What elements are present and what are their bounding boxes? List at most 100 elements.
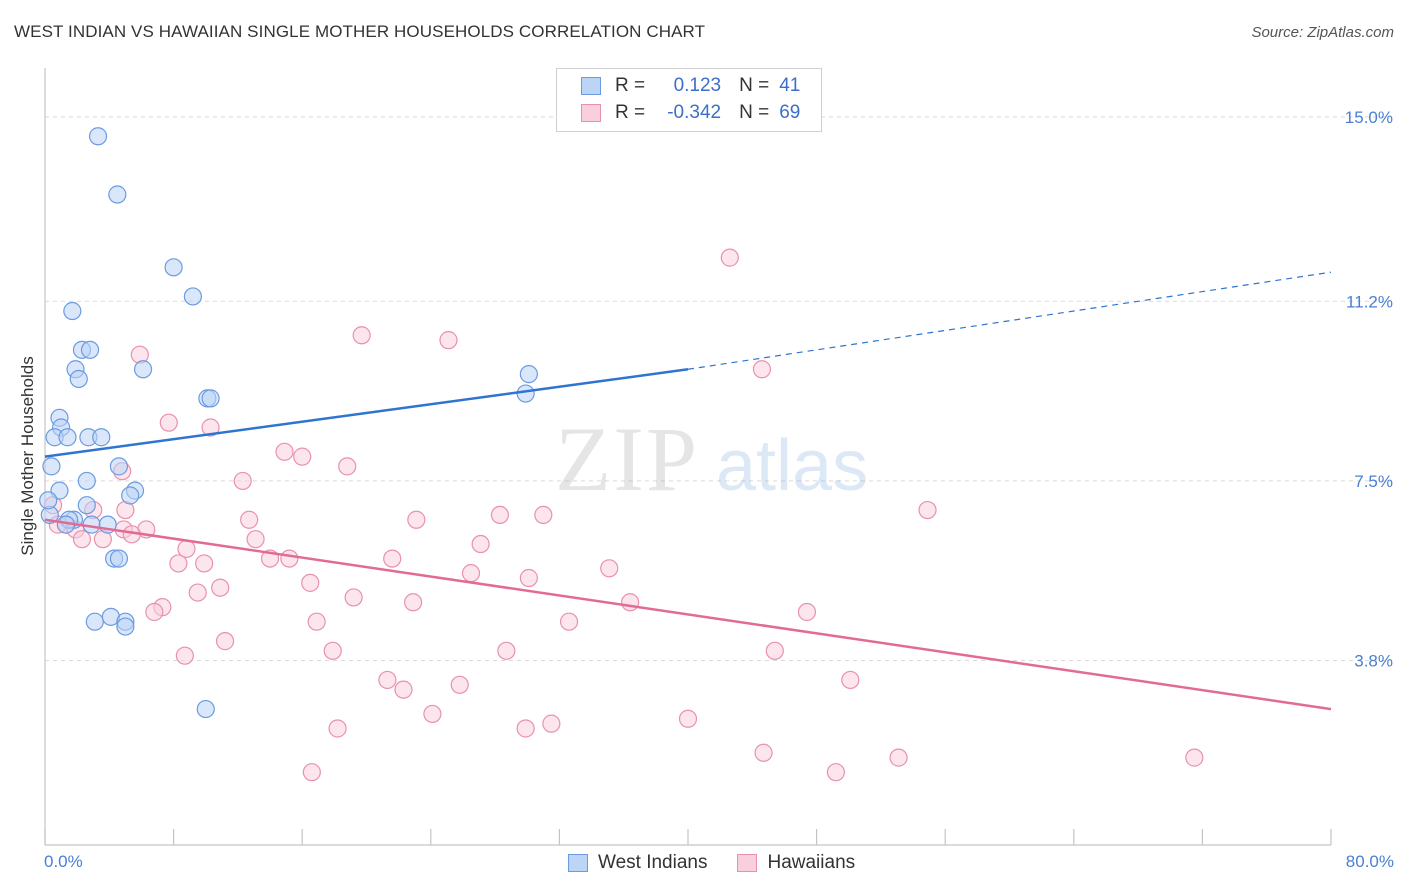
- west-indians-point: [85, 612, 104, 631]
- west-indians-trend-line: [44, 368, 689, 458]
- hawaiians-point: [378, 670, 397, 690]
- x-tick-min: 0.0%: [44, 852, 83, 871]
- hawaiians-point: [797, 602, 817, 622]
- y-tick-label: 3.8%: [1354, 652, 1393, 671]
- hawaiians-point: [328, 719, 347, 738]
- hawaiians-point: [307, 612, 326, 631]
- west-indians-point: [39, 491, 58, 510]
- hawaiians-point: [542, 714, 561, 733]
- y-tick-label: 11.2%: [1346, 292, 1393, 311]
- hawaiians-points: [43, 248, 1204, 782]
- hawaiians-point: [519, 568, 538, 588]
- hawaiians-point: [159, 413, 178, 432]
- y-tick-label: 7.5%: [1354, 472, 1393, 491]
- west-indians-point: [164, 258, 183, 277]
- legend-row-west-indians: R = 0.123 N = 41: [581, 74, 818, 98]
- hawaiians-point: [233, 471, 252, 491]
- west-indians-point: [109, 457, 129, 476]
- west-indians-point: [121, 486, 140, 505]
- hawaiians-point: [404, 593, 423, 612]
- hawaiians-point: [352, 326, 371, 345]
- hawaiians-point: [752, 360, 772, 379]
- hawaiians-point: [338, 457, 357, 476]
- hawaiians-point: [450, 675, 469, 694]
- hawaiians-point: [275, 442, 294, 461]
- legend-swatch-blue: [568, 854, 588, 872]
- series-legend: West Indians Hawaiians: [568, 852, 885, 874]
- hawaiians-point: [394, 680, 413, 699]
- chart-title: WEST INDIAN VS HAWAIIAN SINGLE MOTHER HO…: [14, 22, 706, 41]
- hawaiians-point: [169, 554, 188, 573]
- west-indians-point: [108, 185, 127, 204]
- west-indians-point: [519, 365, 538, 384]
- legend-n-label: N =: [739, 75, 770, 96]
- hawaiians-point: [754, 743, 773, 762]
- legend-n-value: 69: [779, 102, 801, 123]
- west-indians-point: [201, 389, 220, 408]
- grid-lines: [45, 116, 1391, 662]
- hawaiians-point: [889, 748, 908, 767]
- hawaiians-point: [302, 763, 321, 782]
- west-indians-point: [69, 369, 88, 389]
- hawaiians-point: [188, 583, 207, 602]
- hawaiians-point: [439, 331, 458, 350]
- west-indians-point: [88, 127, 108, 146]
- hawaiians-point: [145, 602, 164, 622]
- hawaiians-point: [240, 510, 259, 529]
- hawaiians-point: [195, 554, 214, 573]
- west-indians-trend-extension: [687, 271, 1332, 370]
- west-indians-points: [39, 127, 538, 719]
- legend-r-label: R =: [615, 75, 646, 96]
- hawaiians-point: [497, 641, 516, 660]
- hawaiians-point: [621, 593, 640, 612]
- hawaiians-point: [293, 447, 312, 466]
- hawaiians-point: [559, 612, 579, 631]
- hawaiians-point: [841, 670, 860, 690]
- legend-swatch-pink: [737, 854, 758, 872]
- hawaiians-point: [765, 641, 784, 660]
- west-indians-point: [58, 428, 77, 447]
- west-indians-point: [196, 699, 215, 719]
- hawaiians-point: [720, 248, 739, 267]
- west-indians-point: [77, 496, 96, 515]
- west-indians-point: [516, 384, 535, 403]
- legend-r-value: -0.342: [667, 102, 722, 123]
- west-indians-point: [116, 617, 135, 636]
- correlation-legend: R = 0.123 N = 41 R = -0.342 N = 69: [556, 68, 822, 132]
- hawaiians-point: [280, 549, 299, 568]
- hawaiians-point: [461, 564, 481, 583]
- svg-text:ZIP: ZIP: [555, 408, 699, 510]
- west-indians-point: [109, 549, 129, 568]
- hawaiians-point: [344, 588, 363, 607]
- hawaiians-point: [177, 539, 196, 558]
- hawaiians-point: [471, 534, 490, 554]
- hawaiians-point: [323, 641, 342, 660]
- hawaiians-point: [201, 418, 220, 437]
- west-indians-point: [80, 340, 100, 359]
- hawaiians-point: [826, 763, 845, 782]
- hawaiians-point: [516, 719, 535, 738]
- hawaiians-point: [1185, 748, 1204, 767]
- legend-n-label: N =: [739, 102, 770, 123]
- zipatlas-watermark: ZIP atlas: [555, 408, 868, 510]
- hawaiians-point: [301, 573, 320, 592]
- legend-n-value: 41: [779, 75, 801, 96]
- legend-item-hawaiians: Hawaiians: [737, 852, 855, 874]
- west-indians-point: [92, 428, 111, 447]
- hawaiians-point: [534, 505, 553, 524]
- hawaiians-point: [211, 578, 230, 597]
- west-indians-point: [42, 457, 61, 476]
- legend-item-west-indians: West Indians: [568, 852, 707, 874]
- legend-r-label: R =: [615, 102, 646, 123]
- west-indians-point: [63, 301, 82, 321]
- hawaiians-point: [423, 704, 442, 724]
- hawaiians-point: [407, 510, 426, 529]
- hawaiians-point: [215, 632, 235, 651]
- y-tick-label: 15.0%: [1345, 108, 1393, 127]
- hawaiians-point: [918, 500, 937, 520]
- west-indians-point: [133, 360, 153, 379]
- west-indians-point: [77, 471, 96, 491]
- legend-r-value: 0.123: [673, 75, 722, 96]
- legend-label-hawaiians: Hawaiians: [767, 852, 856, 873]
